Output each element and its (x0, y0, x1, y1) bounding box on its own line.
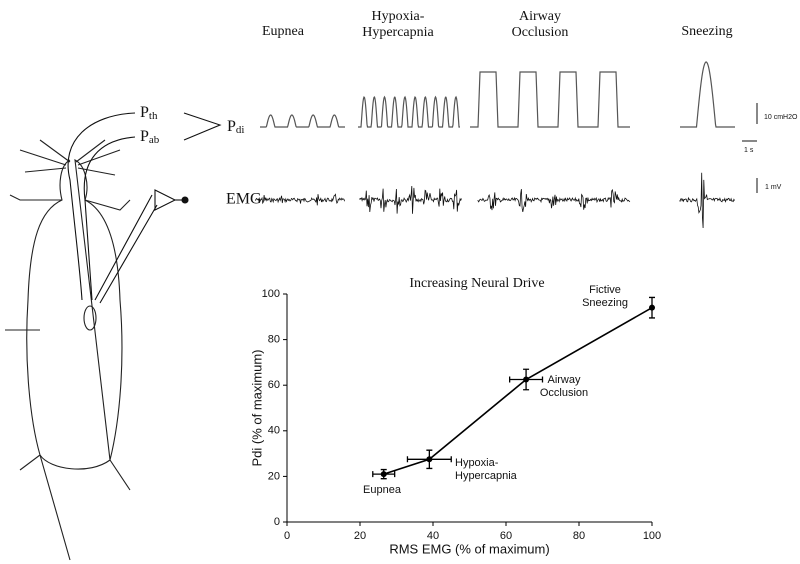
x-tick-label: 0 (284, 530, 290, 542)
data-point (426, 456, 433, 463)
emg-trace (359, 185, 462, 214)
y-tick-label: 40 (268, 425, 280, 437)
y-tick-label: 0 (274, 516, 280, 528)
rat-drawing (5, 139, 131, 561)
signal-label: Pdi (227, 118, 244, 136)
pdi-trace (358, 95, 460, 128)
scale-bars (742, 103, 758, 193)
x-axis-label: RMS EMG (% of maximum) (389, 541, 549, 556)
signal-sub: th (149, 110, 158, 122)
scale-label: 10 cmH2O (764, 114, 798, 121)
y-axis-label: Pdi (% of maximum) (249, 349, 264, 466)
condition-label: Occlusion (512, 25, 569, 40)
x-tick-label: 80 (573, 530, 585, 542)
condition-labels: Eupnea Hypoxia-Hypercapnia AirwayOcclusion… (262, 9, 733, 40)
point-label: Eupnea (363, 484, 402, 496)
pdi-trace (680, 61, 735, 128)
point-label: Airway (547, 374, 581, 386)
signal-main: P (140, 104, 149, 121)
point-label: Hypercapnia (455, 470, 518, 482)
chart-title: Increasing Neural Drive (409, 276, 544, 291)
signal-sub: ab (149, 134, 160, 146)
data-line (383, 306, 653, 475)
signal-sub: di (236, 124, 245, 136)
x-tick-label: 40 (427, 530, 439, 542)
pdi-trace (260, 114, 345, 128)
scale-label: 1 mV (765, 184, 782, 191)
data-point (649, 304, 655, 311)
y-tick-label: 80 (268, 334, 280, 346)
point-label: Sneezing (582, 297, 628, 309)
point-label: Hypoxia- (455, 457, 499, 469)
data-point (380, 471, 387, 478)
traces (254, 61, 735, 229)
x-tick-label: 60 (500, 530, 512, 542)
point-label: Occlusion (540, 387, 588, 399)
signal-main: P (227, 118, 236, 135)
signal-label: Pth (140, 104, 158, 122)
condition-label: Hypoxia- (372, 9, 425, 24)
condition-label: Airway (519, 9, 561, 24)
y-tick-label: 100 (262, 288, 280, 300)
signal-main: P (140, 128, 149, 145)
scale-label: 1 s (744, 147, 754, 154)
emg-trace (254, 193, 345, 206)
x-tick-label: 100 (643, 530, 661, 542)
signal-label: Pab (140, 128, 160, 146)
emg-trace (679, 172, 735, 229)
plot: 0 20 40 60 80 100 0 20 40 60 80 100 RMS EMG (% of ma… (249, 276, 661, 556)
condition-label: Eupnea (262, 24, 305, 39)
y-tick-label: 60 (268, 379, 280, 391)
condition-label: Sneezing (681, 24, 732, 39)
point-label: Fictive (589, 284, 621, 296)
pdi-trace (470, 71, 630, 128)
emg-trace (477, 188, 631, 212)
y-tick-label: 20 (268, 470, 280, 482)
signal-label: EMG (226, 191, 262, 208)
condition-label: Hypercapnia (362, 25, 434, 40)
data-point (523, 376, 530, 383)
x-tick-label: 20 (354, 530, 366, 542)
connections (67, 112, 222, 304)
